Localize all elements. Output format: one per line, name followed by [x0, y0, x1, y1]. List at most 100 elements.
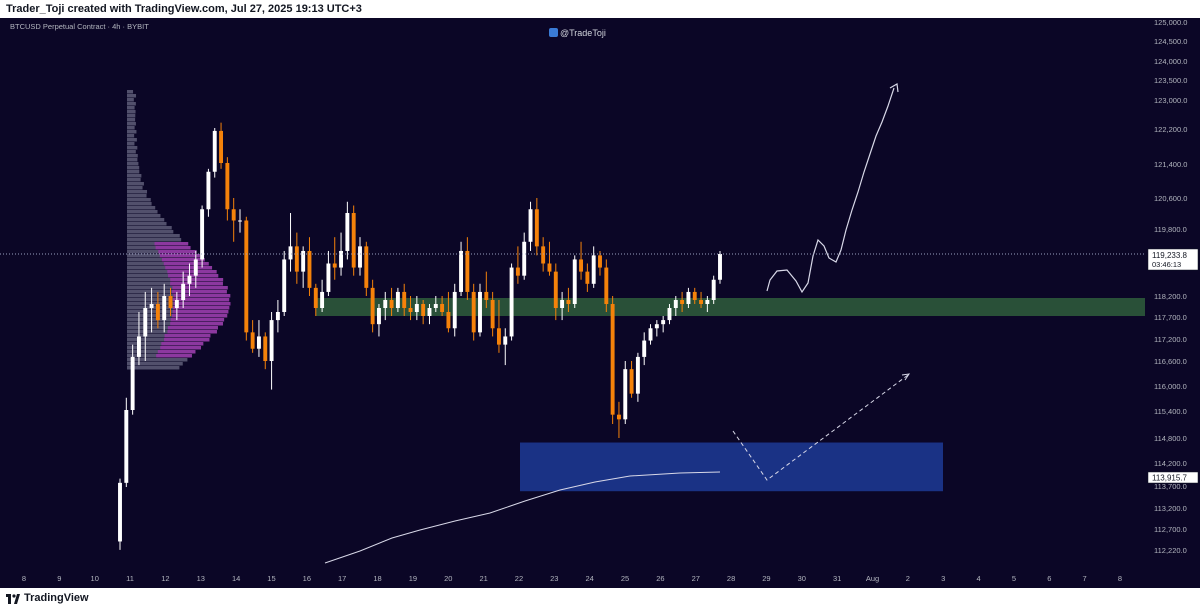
- candle-body: [579, 259, 584, 272]
- candle: [219, 122, 224, 169]
- candle-body: [231, 209, 236, 221]
- candle: [680, 291, 685, 312]
- price-tick-label: 120,600.0: [1154, 194, 1187, 203]
- time-tick-label: 21: [479, 574, 487, 583]
- projection-path-line: [766, 87, 895, 294]
- time-tick-label: 5: [1012, 574, 1016, 583]
- candle-body: [522, 241, 527, 276]
- value-area-bar: [164, 334, 211, 338]
- volume-profile-bar: [127, 218, 165, 222]
- candle: [212, 128, 217, 178]
- candle-body: [162, 296, 167, 321]
- candle-body: [661, 320, 666, 325]
- candle-body: [364, 246, 369, 288]
- volume-profile-bar: [127, 362, 183, 366]
- time-tick-label: 14: [232, 574, 240, 583]
- volume-profile-bar: [127, 230, 174, 234]
- candle-body: [452, 291, 457, 329]
- candle: [566, 287, 571, 312]
- candle: [275, 300, 280, 333]
- candle-body: [320, 291, 325, 308]
- candle: [370, 279, 375, 333]
- countdown-value: 03:46:13: [1152, 260, 1181, 269]
- candle: [326, 250, 331, 296]
- candle-body: [414, 304, 419, 312]
- volume-profile-bar: [127, 114, 136, 118]
- candle-body: [654, 324, 659, 329]
- current-price-value: 119,233.8: [1152, 251, 1188, 260]
- candle-body: [440, 304, 445, 312]
- candle: [478, 283, 482, 337]
- time-tick-label: 6: [1047, 574, 1051, 583]
- candle: [130, 344, 135, 415]
- value-area-bar: [164, 338, 210, 342]
- candle: [635, 352, 640, 402]
- value-area-bar: [170, 322, 223, 326]
- candle: [118, 478, 122, 550]
- candle-body: [143, 308, 148, 337]
- chart-area[interactable]: 125,000.0 124,500.0 124,000.0 123,500.0 123,…: [0, 18, 1200, 588]
- volume-profile-bar: [127, 194, 147, 198]
- candle: [654, 320, 659, 337]
- watermark: @TradeToji: [549, 28, 606, 38]
- projection-arrowhead: [889, 83, 899, 93]
- volume-profile-bar: [127, 190, 148, 194]
- candle: [193, 250, 198, 288]
- candle: [263, 332, 268, 370]
- candle-body: [484, 291, 489, 300]
- candle-body: [623, 369, 628, 420]
- volume-profile-bar: [127, 198, 151, 202]
- candle-body: [212, 130, 217, 172]
- time-axis[interactable]: 8 9 10 11 12 13 14 15 16 17 18 19 20 21 22 23 24 25 26 27 28…: [22, 574, 1122, 583]
- symbol-label: BTCUSD Perpetual Contract · 4h · BYBIT: [10, 22, 149, 31]
- candle: [446, 291, 451, 333]
- footer-bar: TradingView: [0, 588, 1200, 610]
- candle: [427, 304, 432, 325]
- current-price-box: [1147, 248, 1199, 271]
- price-tick-label: 114,200.0: [1154, 459, 1187, 468]
- candle-body: [136, 336, 141, 357]
- candle: [187, 263, 192, 296]
- value-area-bar: [170, 282, 223, 286]
- candle-body: [370, 287, 375, 325]
- candle: [408, 296, 413, 321]
- candle-body: [496, 328, 501, 345]
- candle-body: [692, 291, 697, 300]
- candle-body: [598, 255, 602, 268]
- candle-body: [288, 246, 293, 260]
- time-tick-label: 12: [161, 574, 169, 583]
- value-area-bar: [170, 318, 225, 322]
- candle-body: [673, 300, 678, 308]
- value-area-bar: [167, 330, 217, 334]
- candle: [673, 296, 678, 316]
- chart-svg[interactable]: 125,000.0 124,500.0 124,000.0 123,500.0 123,…: [0, 18, 1200, 588]
- dashed-projection-line: [732, 374, 909, 481]
- candle: [465, 237, 470, 300]
- candle-body: [402, 291, 407, 308]
- candle: [421, 300, 426, 325]
- candle-body: [358, 246, 362, 268]
- candle-body: [680, 300, 685, 304]
- volume-profile-bar: [127, 366, 180, 370]
- candle-body: [572, 259, 577, 304]
- candle-body: [294, 246, 299, 272]
- candle: [642, 332, 647, 366]
- demand-zone: [520, 442, 943, 492]
- price-axis[interactable]: 125,000.0 124,500.0 124,000.0 123,500.0 123,…: [1154, 18, 1187, 555]
- candle-body: [351, 213, 356, 268]
- value-area-bar: [172, 314, 228, 318]
- candle-body: [610, 304, 615, 415]
- candle: [484, 271, 489, 308]
- candle: [509, 263, 514, 341]
- volume-profile-bar: [127, 222, 167, 226]
- candle-body: [238, 220, 242, 222]
- candle-body: [200, 209, 205, 260]
- volume-profile-bar: [127, 234, 180, 238]
- value-area-bar: [155, 246, 191, 250]
- price-tick-label: 114,800.0: [1154, 434, 1187, 443]
- candle-body: [547, 263, 552, 272]
- candle-body: [509, 267, 514, 337]
- candle: [515, 246, 520, 284]
- candle: [604, 259, 609, 312]
- candle: [591, 246, 596, 288]
